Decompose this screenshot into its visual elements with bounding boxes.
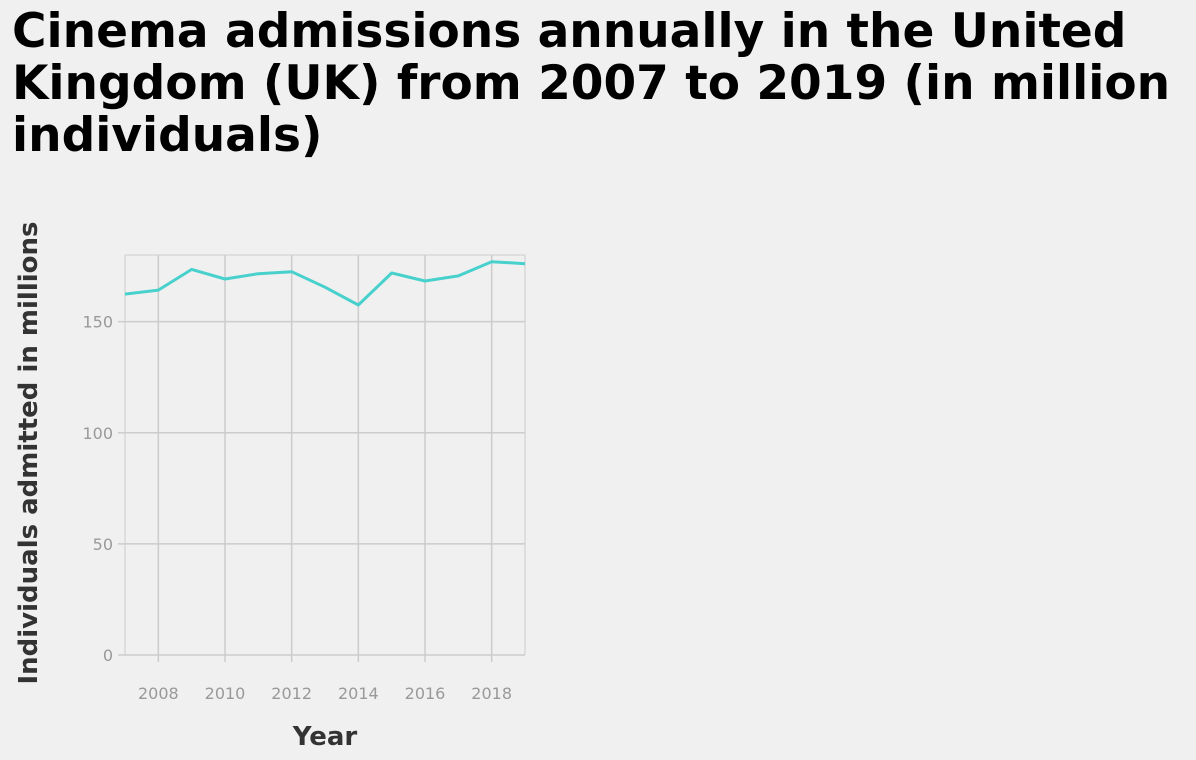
y-tick-label: 0	[103, 646, 113, 665]
x-tick-label: 2016	[405, 684, 446, 703]
y-axis-label: Individuals admitted in millions	[14, 221, 44, 684]
x-tick-label: 2018	[471, 684, 512, 703]
series-line	[124, 260, 526, 307]
x-tick-label: 2008	[138, 684, 179, 703]
y-tick-label: 50	[93, 535, 113, 554]
x-tick-label: 2010	[205, 684, 246, 703]
y-tick-labels: 0 50 100 150	[82, 313, 113, 665]
x-tick-label: 2014	[338, 684, 379, 703]
x-tick-label: 2012	[271, 684, 312, 703]
x-tick-labels: 2008 2010 2012 2014 2016 2018	[138, 684, 512, 703]
y-tick-label: 150	[82, 313, 113, 332]
grid-lines	[118, 254, 526, 662]
y-tick-label: 100	[82, 424, 113, 443]
x-axis-label: Year	[292, 722, 358, 752]
chart-title: Cinema admissions annually in the United…	[12, 4, 1171, 163]
